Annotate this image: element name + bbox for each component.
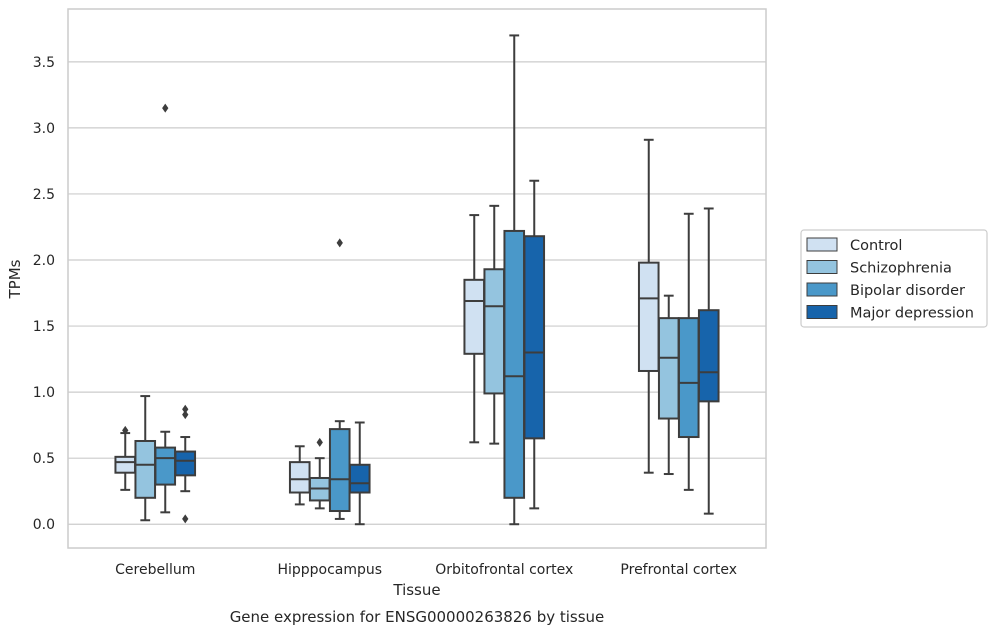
box <box>523 235 546 440</box>
plot-frame <box>67 8 767 549</box>
box-major-depression <box>523 179 546 510</box>
x-tick-label: Cerebellum <box>115 562 195 578</box>
box <box>288 461 311 494</box>
box-control <box>463 214 486 444</box>
legend-label: Major depression <box>850 306 974 322</box>
box <box>637 261 660 372</box>
box <box>483 268 506 395</box>
box-schizophrenia <box>483 204 506 445</box>
x-axis-label: Tissue <box>392 581 440 599</box>
chart-caption: Gene expression for ENSG00000263826 by t… <box>230 608 605 626</box>
box <box>677 317 700 439</box>
outlier-point <box>122 425 129 435</box>
y-tick-label: 3.5 <box>33 55 55 71</box>
y-tick-label: 2.5 <box>33 187 55 203</box>
legend-swatch <box>806 237 838 252</box>
x-tick-label: Prefrontal cortex <box>620 562 737 578</box>
y-tick-label: 1.5 <box>33 319 55 335</box>
box-bipolar-disorder <box>154 103 177 514</box>
box <box>328 428 351 513</box>
box-series <box>114 34 720 526</box>
outlier-point <box>182 410 189 420</box>
legend-swatch <box>806 305 838 319</box>
box-schizophrenia <box>134 395 157 522</box>
y-tick-label: 2.0 <box>33 253 55 269</box>
y-tick-label: 0.0 <box>33 517 55 533</box>
x-tick-label: Orbitofrontal cortex <box>435 562 573 578</box>
y-tick-labels: 0.0 0.5 1.0 1.5 2.0 2.5 3.0 3.5 <box>33 55 55 533</box>
y-tick-label: 3.0 <box>33 121 55 137</box>
box <box>348 463 371 494</box>
legend-swatch <box>806 260 838 274</box>
x-tick-labels: Cerebellum Hipppocampus Orbitofrontal cort… <box>115 562 737 578</box>
legend-swatch <box>806 282 838 297</box>
y-tick-label: 0.5 <box>33 451 55 467</box>
box <box>657 317 680 420</box>
outlier-point <box>162 103 169 113</box>
y-axis-label: TPMs <box>6 259 24 299</box>
box-major-depression <box>697 207 720 515</box>
legend: Control Schizophrenia Bipolar disorder Majo… <box>800 229 988 328</box>
y-tick-label: 1.0 <box>33 385 55 401</box>
outlier-point <box>182 514 189 524</box>
x-tick-label: Hipppocampus <box>277 562 382 578</box>
outlier-point <box>182 404 189 414</box>
box <box>154 446 177 486</box>
box <box>114 455 137 474</box>
box <box>697 309 720 403</box>
box <box>463 278 486 355</box>
legend-label: Bipolar disorder <box>850 283 965 299</box>
box-control <box>114 425 137 491</box>
box <box>503 229 526 499</box>
legend-frame <box>800 229 988 328</box>
legend-label: Control <box>850 238 902 254</box>
outlier-point <box>336 238 343 248</box>
legend-label: Schizophrenia <box>850 261 952 277</box>
outlier-point <box>316 437 323 447</box>
box <box>134 439 157 499</box>
box-major-depression <box>348 421 371 526</box>
box <box>174 450 197 477</box>
box-major-depression <box>174 404 197 524</box>
box-control <box>637 138 660 474</box>
